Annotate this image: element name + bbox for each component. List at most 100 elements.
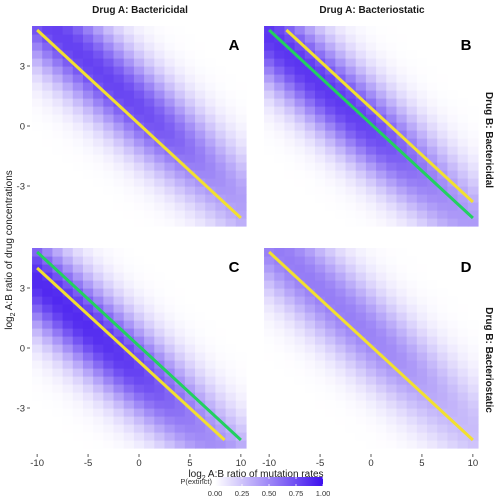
- heatmap-tile: [72, 130, 84, 139]
- heatmap-tile: [386, 50, 398, 59]
- heatmap-tile: [174, 114, 186, 123]
- heatmap-tile: [437, 376, 448, 385]
- heatmap-tile: [82, 218, 94, 227]
- heatmap-tile: [365, 320, 377, 329]
- heatmap-tile: [133, 210, 145, 219]
- heatmap-tile: [154, 194, 166, 203]
- heatmap-tile: [72, 296, 84, 305]
- heatmap-tile: [82, 432, 94, 441]
- heatmap-tile: [195, 264, 206, 273]
- heatmap-tile: [457, 288, 469, 297]
- heatmap-tile: [355, 82, 367, 91]
- x-tick-label: 10: [468, 458, 479, 469]
- heatmap-tile: [437, 66, 448, 75]
- heatmap-tile: [376, 296, 387, 305]
- heatmap-tile: [467, 186, 479, 195]
- heatmap-tile: [93, 376, 104, 385]
- heatmap-tile: [184, 114, 196, 123]
- heatmap-tile: [184, 66, 196, 75]
- heatmap-tile: [457, 194, 469, 203]
- heatmap-tile: [386, 256, 398, 265]
- heatmap-tile: [355, 162, 367, 171]
- heatmap-tile: [467, 352, 479, 361]
- heatmap-tile: [174, 178, 186, 187]
- heatmap-tile: [335, 162, 347, 171]
- heatmap-tile: [133, 408, 145, 417]
- y-tick-label: 3: [20, 283, 25, 294]
- heatmap-tile: [144, 82, 155, 91]
- heatmap-tile: [294, 42, 306, 51]
- heatmap-tile: [103, 58, 115, 67]
- heatmap-tile: [467, 320, 479, 329]
- heatmap-tile: [437, 154, 448, 163]
- heatmap-tile: [62, 392, 74, 401]
- heatmap-tile: [235, 162, 247, 171]
- heatmap-tile: [386, 392, 398, 401]
- heatmap-tile: [113, 50, 125, 59]
- heatmap-tile: [457, 106, 469, 115]
- heatmap-tile: [72, 42, 84, 51]
- heatmap-tile: [437, 424, 448, 433]
- heatmap-tile: [154, 66, 166, 75]
- heatmap-tile: [235, 392, 247, 401]
- heatmap-tile: [52, 376, 64, 385]
- heatmap-tile: [304, 336, 316, 345]
- heatmap-tile: [32, 202, 43, 211]
- heatmap-tile: [355, 146, 367, 155]
- heatmap-tile: [386, 194, 398, 203]
- heatmap-tile: [264, 264, 275, 273]
- heatmap-tile: [205, 264, 216, 273]
- heatmap-tile: [457, 392, 469, 401]
- heatmap-tile: [457, 432, 469, 441]
- heatmap-tile: [144, 256, 155, 265]
- heatmap-tile: [72, 304, 84, 313]
- heatmap-tile: [225, 264, 237, 273]
- heatmap-tile: [123, 328, 135, 337]
- heatmap-tile: [72, 146, 84, 155]
- heatmap-tile: [386, 26, 398, 35]
- heatmap-tile: [314, 248, 326, 257]
- heatmap-tile: [345, 146, 357, 155]
- heatmap-tile: [284, 432, 296, 441]
- heatmap-tile: [274, 368, 286, 377]
- heatmap-tile: [416, 304, 428, 313]
- heatmap-tile: [314, 304, 326, 313]
- heatmap-tile: [314, 400, 326, 409]
- heatmap-tile: [376, 344, 387, 353]
- heatmap-tile: [133, 256, 145, 265]
- heatmap-tile: [467, 90, 479, 99]
- heatmap-tile: [42, 312, 54, 321]
- panel-d: D-10 -5 0 5 10: [262, 248, 479, 469]
- heatmap-tile: [154, 186, 166, 195]
- heatmap-tile: [457, 400, 469, 409]
- heatmap-tile: [225, 58, 237, 67]
- heatmap-tile: [416, 34, 428, 43]
- heatmap-tile: [225, 210, 237, 219]
- heatmap-tile: [133, 162, 145, 171]
- heatmap-tile: [427, 34, 438, 43]
- heatmap-tile: [42, 320, 54, 329]
- heatmap-tile: [113, 98, 125, 107]
- heatmap-tile: [345, 34, 357, 43]
- heatmap-tile: [52, 58, 64, 67]
- heatmap-tile: [235, 248, 247, 257]
- heatmap-tile: [235, 336, 247, 345]
- heatmap-tile: [264, 66, 275, 75]
- heatmap-tile: [195, 272, 206, 281]
- heatmap-tile: [457, 272, 469, 281]
- heatmap-tile: [294, 320, 306, 329]
- heatmap-tile: [62, 154, 74, 163]
- heatmap-tile: [205, 98, 216, 107]
- heatmap-tile: [304, 368, 316, 377]
- heatmap-tile: [284, 280, 296, 289]
- heatmap-tile: [195, 194, 206, 203]
- heatmap-tile: [184, 210, 196, 219]
- heatmap-tile: [103, 384, 115, 393]
- heatmap-tile: [144, 288, 155, 297]
- heatmap-tile: [467, 368, 479, 377]
- heatmap-tile: [103, 82, 115, 91]
- heatmap-tile: [274, 352, 286, 361]
- heatmap-tile: [205, 296, 216, 305]
- heatmap-tile: [184, 272, 196, 281]
- heatmap-tile: [184, 368, 196, 377]
